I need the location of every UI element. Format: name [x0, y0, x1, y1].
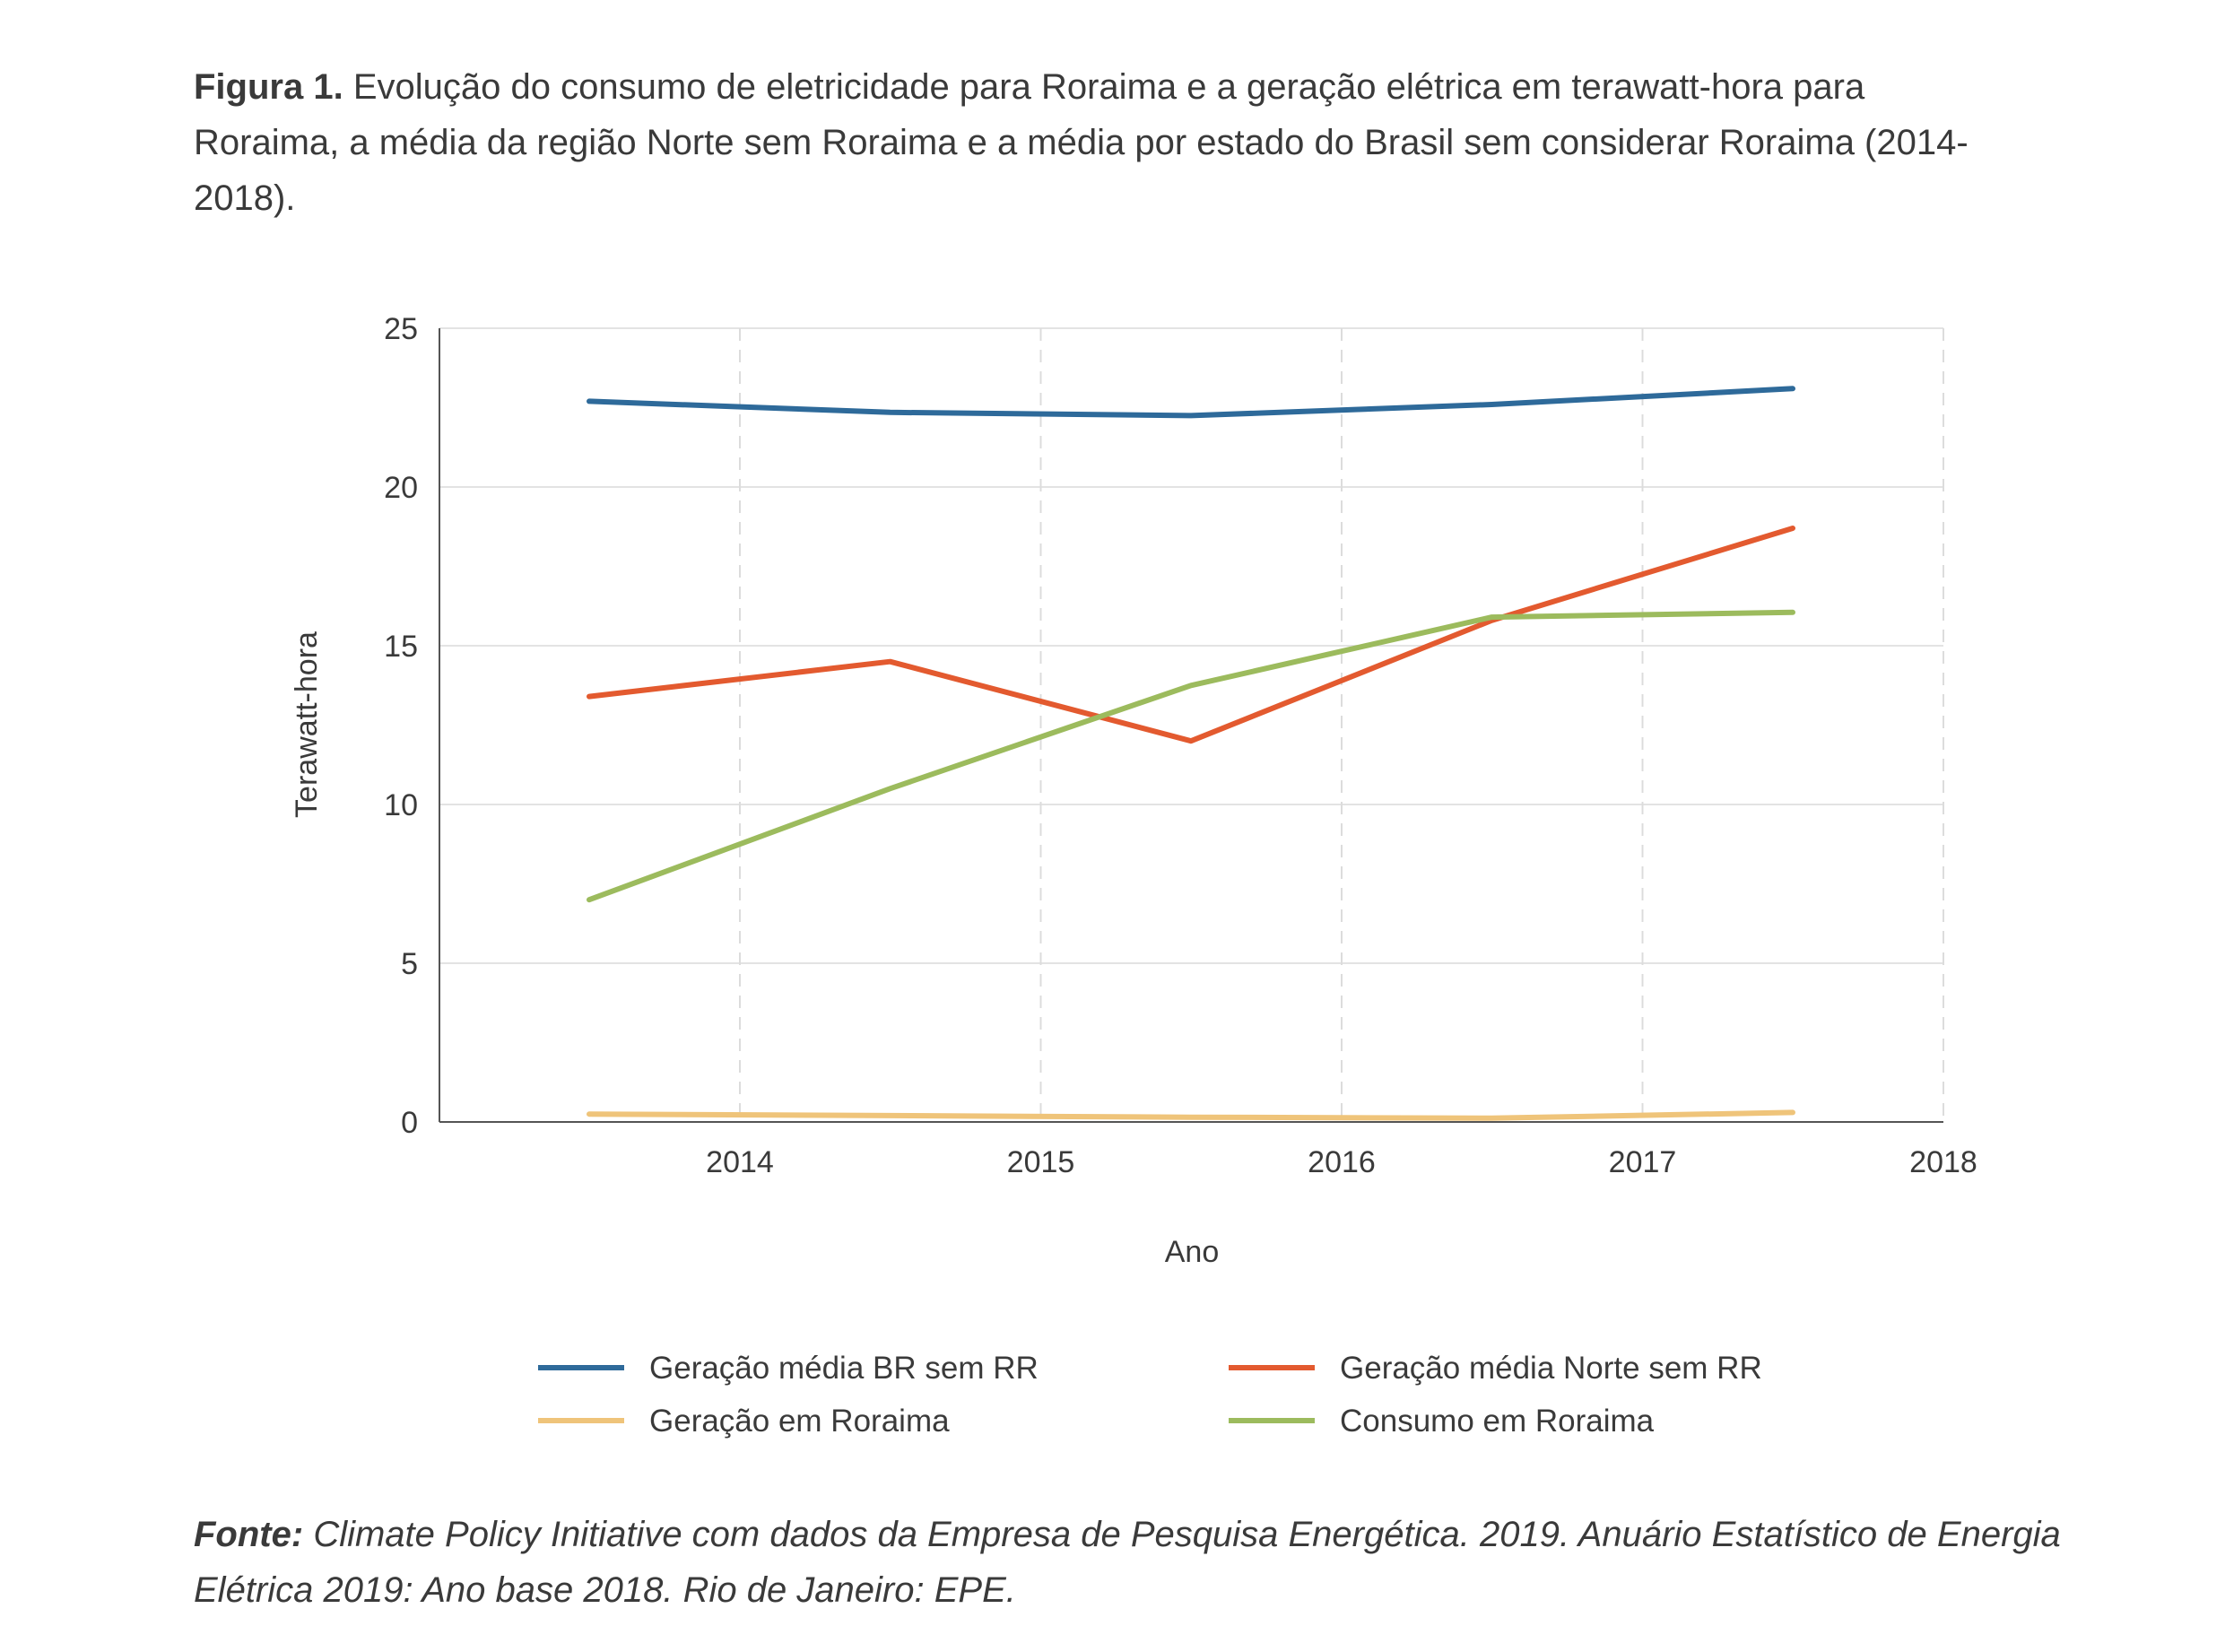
x-tick-label: 2015 [1007, 1145, 1075, 1179]
y-tick-label: 5 [401, 947, 418, 981]
source-text: Climate Policy Initiative com dados da E… [194, 1515, 2061, 1610]
y-axis-title: Terawatt-hora [290, 631, 324, 818]
series-line-1 [587, 526, 1795, 744]
tick-labels: 0 5 10 15 20 25 2014 2015 2016 2017 2018 [384, 312, 1977, 1179]
legend: Geração média BR sem RR Geração em Roraim… [538, 1351, 1762, 1439]
x-tick-label: 2017 [1609, 1145, 1677, 1179]
caption-label: Figura 1. [194, 67, 343, 107]
legend-label: Geração média Norte sem RR [1340, 1351, 1762, 1386]
source-note: Fonte: Climate Policy Initiative com dad… [194, 1507, 2077, 1618]
y-tick-label: 0 [401, 1106, 418, 1140]
legend-label: Geração em Roraima [649, 1404, 950, 1439]
y-tick-label: 25 [384, 312, 418, 346]
x-tick-label: 2014 [706, 1145, 774, 1179]
series-line-0 [587, 386, 1795, 419]
y-tick-label: 10 [384, 788, 418, 822]
axes [439, 328, 1943, 1123]
x-axis-title: Ano [1165, 1235, 1220, 1269]
figure-caption: Figura 1. Evolução do consumo de eletric… [194, 59, 2005, 226]
series-line-2 [587, 1109, 1795, 1121]
legend-label: Geração média BR sem RR [649, 1351, 1039, 1386]
y-tick-label: 15 [384, 630, 418, 664]
x-tick-label: 2016 [1308, 1145, 1376, 1179]
grid-lines [439, 327, 1944, 1122]
y-tick-label: 20 [384, 471, 418, 505]
legend-label: Consumo em Roraima [1340, 1404, 1655, 1439]
series-lines [587, 386, 1795, 1121]
series-line-3 [587, 609, 1795, 903]
caption-text: Evolução do consumo de eletricidade para… [194, 67, 1969, 218]
x-tick-label: 2018 [1909, 1145, 1977, 1179]
source-label: Fonte: [194, 1515, 304, 1554]
